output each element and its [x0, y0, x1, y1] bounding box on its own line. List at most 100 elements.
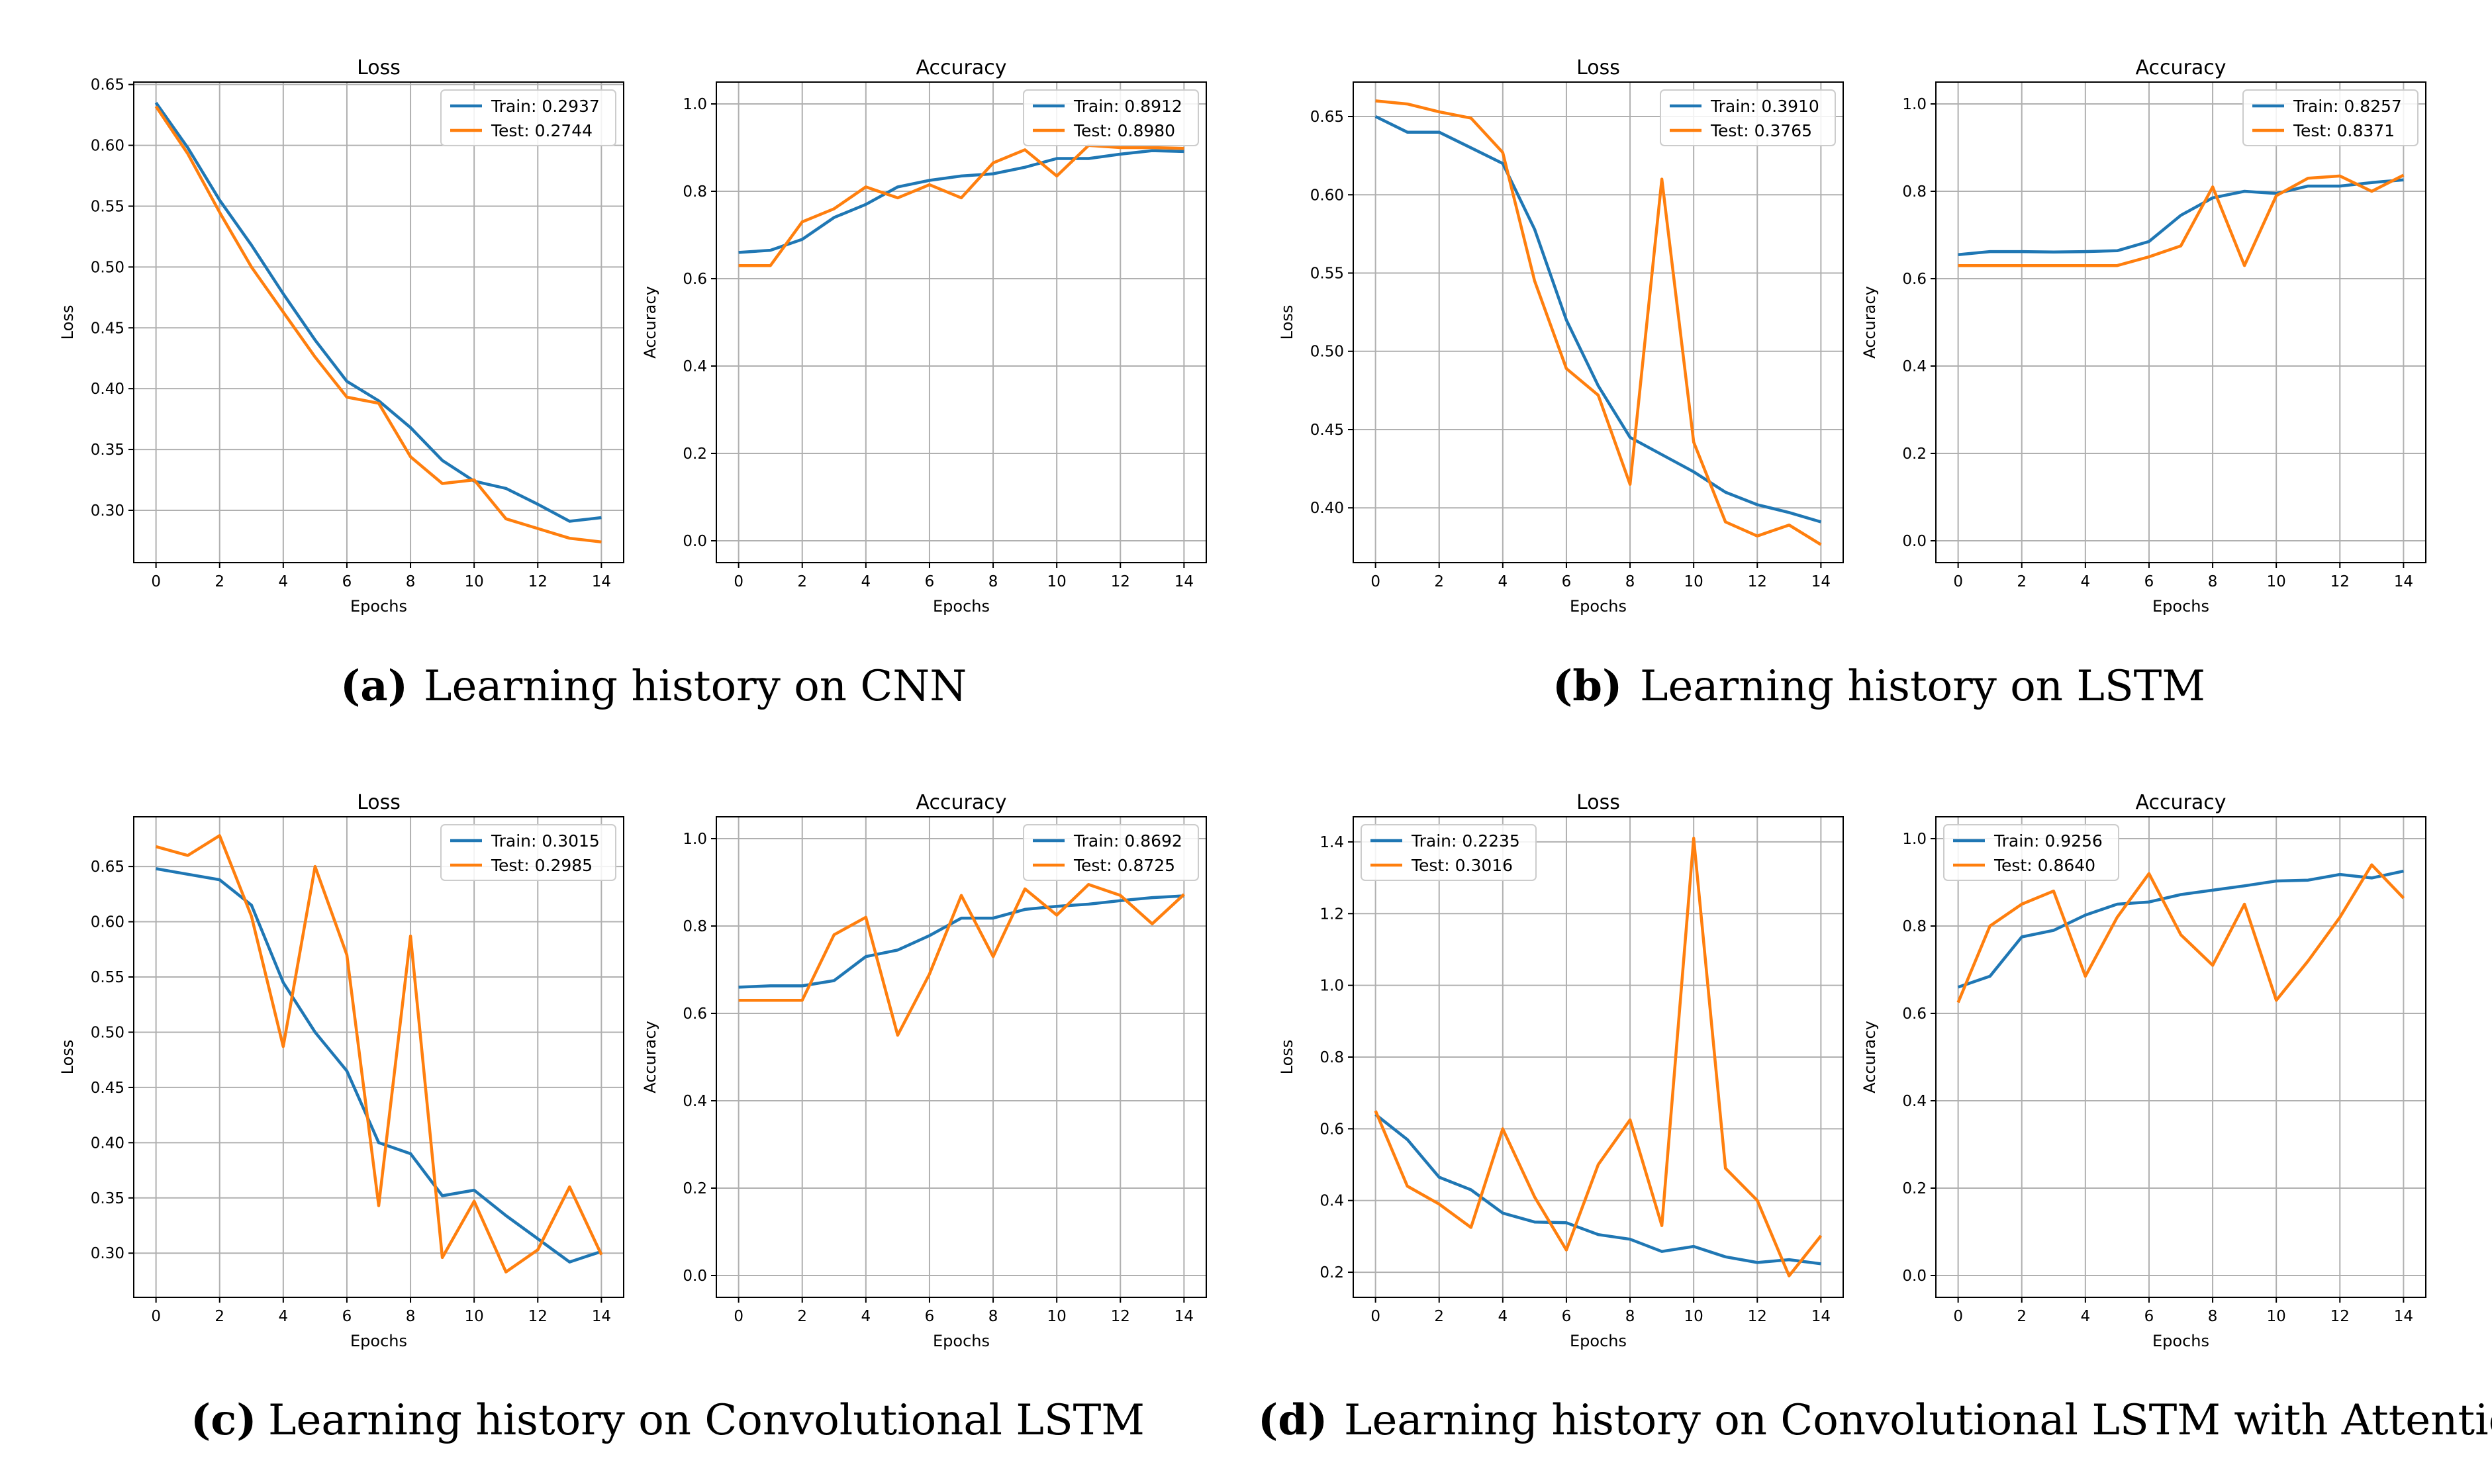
x-tick-label: 10 [2267, 1308, 2286, 1325]
test-series-line [738, 144, 1184, 267]
y-tick-label: 0.6 [683, 271, 707, 288]
x-tick-label: 10 [1684, 1308, 1703, 1325]
legend-box [440, 89, 616, 146]
y-tick-label: 0.0 [683, 1268, 707, 1285]
legend: Train: 0.2235 Test: 0.3016 [1361, 824, 1537, 881]
y-tick-label: 0.8 [683, 183, 707, 201]
x-tick-label: 8 [1625, 573, 1635, 590]
legend: Train: 0.2937 Test: 0.2744 [440, 89, 616, 146]
x-tick-label: 4 [1498, 1308, 1508, 1325]
y-axis-label: Accuracy [641, 1021, 659, 1093]
chart-panel-7: 0.2 0.4 0.6 0.8 1.0 1.2 1.4 0 2 4 6 8 10 12 14 Loss Epoc… [1278, 791, 1844, 1350]
test-legend-label: Test: 0.2985 [491, 856, 593, 875]
caption-b: (b) Learning history on LSTM [1553, 661, 2205, 711]
x-tick-label: 14 [1174, 1308, 1194, 1325]
y-tick-label: 1.0 [1902, 831, 1927, 848]
y-tick-label: 0.45 [91, 1080, 124, 1097]
caption-b-text: Learning history on LSTM [1640, 662, 2205, 711]
x-tick-label: 6 [925, 573, 935, 590]
chart-title: Accuracy [2136, 791, 2227, 814]
y-tick-label: 0.4 [683, 1093, 707, 1110]
legend-box [1023, 824, 1199, 881]
x-tick-label: 12 [528, 1308, 548, 1325]
x-tick-label: 14 [1811, 1308, 1831, 1325]
x-tick-label: 4 [861, 1308, 871, 1325]
legend: Train: 0.3910 Test: 0.3765 [1660, 89, 1836, 146]
chart-title: Loss [1576, 56, 1620, 79]
y-tick-label: 0.0 [1902, 533, 1927, 550]
x-tick-label: 14 [2394, 573, 2413, 590]
y-tick-label: 0.6 [683, 1005, 707, 1023]
y-axis-label: Accuracy [641, 286, 659, 359]
y-tick-label: 0.6 [1902, 1005, 1927, 1023]
x-tick-label: 2 [797, 573, 807, 590]
caption-a-text: Learning history on CNN [424, 662, 967, 711]
y-axis-label: Loss [58, 305, 77, 340]
chart-title: Loss [357, 791, 401, 814]
train-series-line [1958, 178, 2404, 256]
y-tick-label: 0.30 [91, 1245, 124, 1262]
x-tick-label: 2 [2017, 1308, 2027, 1325]
test-legend-label: Test: 0.3765 [1710, 121, 1812, 140]
x-tick-label: 14 [592, 573, 611, 590]
x-tick-label: 8 [988, 1308, 998, 1325]
axes-frame [716, 816, 1207, 1298]
legend-box [440, 824, 616, 881]
test-series-line [1374, 837, 1823, 1277]
y-tick-label: 0.4 [1902, 358, 1927, 375]
x-tick-label: 6 [1562, 1308, 1572, 1325]
y-tick-label: 1.0 [1319, 978, 1344, 995]
x-tick-label: 6 [2144, 573, 2154, 590]
x-tick-label: 10 [465, 1308, 484, 1325]
y-tick-label: 0.50 [91, 1024, 124, 1041]
y-tick-label: 0.2 [1319, 1264, 1344, 1281]
y-axis-label: Loss [58, 1040, 77, 1075]
x-tick-label: 8 [988, 573, 998, 590]
axes-frame [1935, 816, 2426, 1298]
x-tick-label: 10 [1047, 573, 1067, 590]
x-axis-label: Epochs [2152, 597, 2209, 616]
chart-title: Loss [357, 56, 401, 79]
x-tick-label: 14 [2394, 1308, 2413, 1325]
y-tick-label: 0.4 [1319, 1193, 1344, 1210]
train-series-line [738, 894, 1184, 989]
y-axis-label: Loss [1278, 1040, 1296, 1075]
caption-d-text: Learning history on Convolutional LSTM w… [1344, 1396, 2492, 1445]
y-tick-label: 0.4 [1902, 1093, 1927, 1110]
test-legend-label: Test: 0.3016 [1411, 856, 1513, 875]
x-tick-label: 14 [1174, 573, 1194, 590]
legend-box [1943, 824, 2119, 881]
y-axis-label: Loss [1278, 305, 1296, 340]
caption-b-letter: (b) [1553, 661, 1622, 711]
y-tick-label: 0.45 [1310, 422, 1344, 439]
caption-a: (a) Learning history on CNN [340, 661, 967, 711]
x-axis-label: Epochs [2152, 1332, 2209, 1350]
x-tick-label: 12 [1748, 1308, 1767, 1325]
y-tick-label: 0.35 [91, 1190, 124, 1207]
y-tick-label: 0.50 [1310, 344, 1344, 361]
x-tick-label: 4 [861, 573, 871, 590]
x-tick-label: 8 [2208, 573, 2218, 590]
chart-title: Accuracy [916, 56, 1007, 79]
y-tick-label: 0.40 [91, 381, 124, 398]
test-legend-label: Test: 0.2744 [491, 121, 593, 140]
chart-title: Accuracy [2136, 56, 2227, 79]
train-series-line [1374, 1113, 1821, 1266]
y-tick-label: 0.35 [91, 441, 124, 459]
train-legend-label: Train: 0.8257 [2293, 97, 2402, 116]
y-tick-label: 0.6 [1319, 1121, 1344, 1138]
x-tick-label: 4 [279, 573, 289, 590]
legend-box [1023, 89, 1199, 146]
legend-box [2242, 89, 2419, 146]
chart-title: Accuracy [916, 791, 1007, 814]
y-tick-label: 0.8 [683, 918, 707, 935]
x-tick-label: 4 [2081, 573, 2091, 590]
chart-panel-1: 0.30 0.35 0.40 0.45 0.50 0.55 0.60 0.65 0 2 4 6 8 10 1… [58, 56, 624, 616]
x-tick-label: 6 [342, 573, 352, 590]
chart-panel-8: 0.0 0.2 0.4 0.6 0.8 1.0 0 2 4 6 8 10 12 14 Accuracy Epo… [1860, 791, 2426, 1350]
x-tick-label: 12 [2330, 1308, 2350, 1325]
y-tick-label: 0.2 [683, 1180, 707, 1197]
x-tick-label: 0 [734, 1308, 743, 1325]
x-tick-label: 10 [2267, 573, 2286, 590]
chart-panel-5: 0.30 0.35 0.40 0.45 0.50 0.55 0.60 0.65 0 2 4 6 8 10 1… [58, 791, 624, 1350]
